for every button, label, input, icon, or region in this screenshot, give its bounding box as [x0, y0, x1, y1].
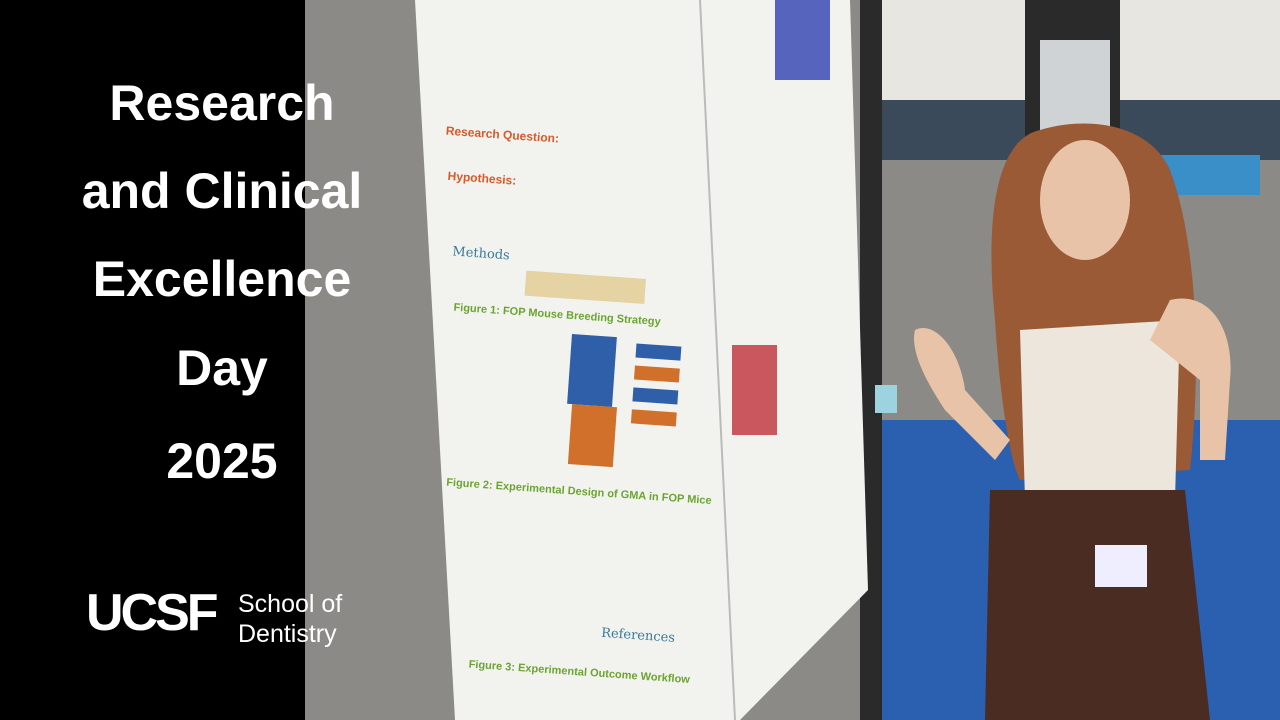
mouse-icons — [524, 270, 647, 304]
figure-image — [775, 0, 830, 80]
face — [1040, 140, 1130, 260]
figure-arrow — [635, 343, 682, 361]
figure-arrow — [630, 409, 677, 427]
title-line: Research — [109, 75, 334, 131]
side-panel — [0, 0, 305, 720]
badge — [1095, 545, 1147, 587]
figure-box — [567, 333, 617, 407]
figure-arrow — [633, 365, 680, 383]
trousers — [985, 490, 1210, 720]
title-line: Day — [176, 340, 268, 396]
cup — [875, 385, 897, 413]
figure-box — [567, 404, 617, 468]
arm — [1150, 298, 1231, 460]
poster-label: Hypothesis: — [447, 169, 516, 188]
logo-mark: UCSF — [86, 584, 217, 642]
figure-arrow — [632, 387, 679, 405]
poster-heading: Methods — [452, 244, 510, 263]
poster-heading: References — [601, 626, 676, 646]
logo-text: Dentistry — [238, 620, 337, 648]
logo-text: School of — [238, 590, 342, 618]
back-poster — [1040, 40, 1110, 135]
board-frame — [860, 0, 882, 720]
heatmap — [732, 345, 777, 435]
poster — [415, 0, 868, 720]
title-line: Excellence — [93, 251, 352, 307]
poster-divider — [699, 0, 736, 720]
title-line: 2025 — [166, 433, 277, 489]
title-line: and Clinical — [82, 163, 363, 219]
top — [1020, 320, 1180, 500]
arm — [914, 328, 1010, 460]
